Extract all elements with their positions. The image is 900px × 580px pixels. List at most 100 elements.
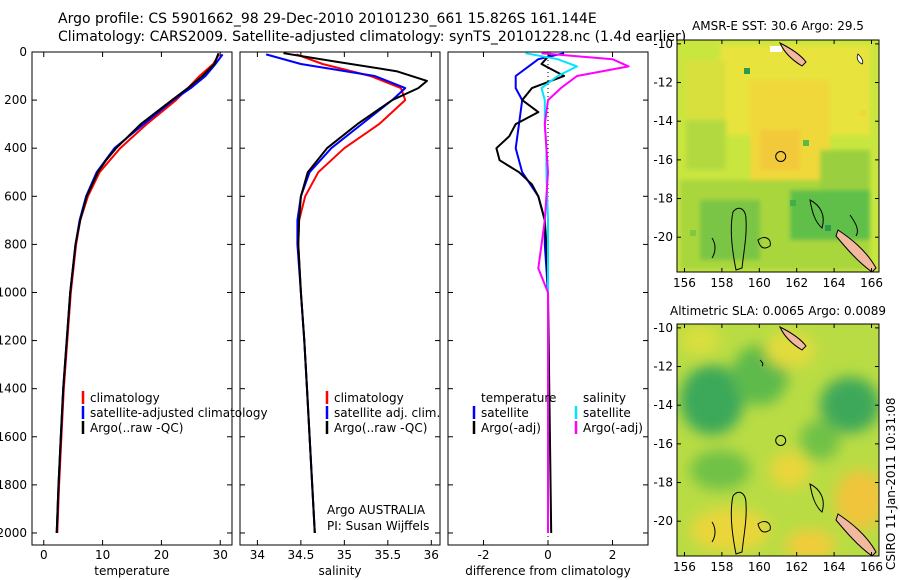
y-tick-label: -14	[653, 114, 673, 128]
salinity-legend: climatology satellite adj. clim. Argo(..…	[325, 391, 440, 533]
sst-map-frame	[676, 39, 880, 273]
y-tick-label: -16	[653, 153, 673, 167]
legend-temperature-heading: temperature	[481, 391, 556, 405]
sla-float-position-marker	[775, 435, 787, 446]
y-tick-label: -20	[653, 514, 673, 528]
legend-satellite-label: satellite-adjusted climatology	[90, 406, 268, 420]
series-line-temperature-argo-adj-	[495, 52, 566, 534]
x-tick-label: 162	[785, 276, 808, 290]
solomon-island	[778, 41, 807, 67]
x-tick-label: 156	[673, 276, 696, 290]
x-tick-label: 34.5	[288, 548, 315, 562]
x-tick-label: 164	[823, 276, 846, 290]
y-tick-label: 200	[4, 93, 27, 107]
x-axis-label: temperature	[94, 564, 169, 578]
y-tick-label: -12	[653, 76, 673, 90]
y-tick-label: -10	[653, 321, 673, 335]
x-tick-label: 35	[337, 548, 352, 562]
x-tick-label: 166	[860, 560, 883, 574]
x-tick-label: 30	[213, 548, 228, 562]
y-tick-label: -14	[653, 398, 673, 412]
sla-coastlines	[711, 359, 824, 555]
series-line-temperature-satellite	[514, 52, 565, 533]
timestamp-stamp: CSIRO 11-Jan-2011 10:31:08	[884, 398, 898, 570]
sst-float-position-marker	[775, 151, 787, 162]
legend-satellite-label: satellite adj. clim.	[334, 406, 440, 420]
x-tick-label: 162	[785, 560, 808, 574]
sst-map: AMSR-E SST: 30.6 Argo: 29.5	[653, 19, 883, 290]
temperature-legend: climatology satellite-adjusted climatolo…	[81, 391, 268, 435]
y-tick-label: -18	[653, 192, 673, 206]
solomon-island	[778, 325, 807, 351]
x-tick-label: -2	[477, 548, 489, 562]
legend-argo-label: Argo(..raw -QC)	[334, 421, 427, 435]
series-line-climatology	[296, 53, 407, 534]
figure-title-line-2: Climatology: CARS2009. Satellite-adjuste…	[58, 29, 686, 45]
plot-frame	[239, 51, 441, 546]
x-tick-label: 164	[823, 560, 846, 574]
y-tick-label: 600	[4, 189, 27, 203]
sla-map-frame	[676, 323, 880, 557]
x-tick-label: 158	[710, 560, 733, 574]
x-tick-label: 2	[609, 548, 617, 562]
credit-line-2: PI: Susan Wijffels	[327, 519, 429, 533]
sst-map-title: AMSR-E SST: 30.6 Argo: 29.5	[692, 19, 864, 33]
new-caledonia-island	[835, 513, 877, 556]
small-island	[856, 53, 864, 65]
sla-axes: 156 158 160 162 164 166 -10 -12 -14 -16 -18 -20	[653, 321, 883, 574]
x-tick-label: 20	[154, 548, 169, 562]
sst-pixel-speckle	[690, 46, 866, 236]
legend-climatology-label: climatology	[90, 391, 160, 405]
x-tick-label: 0	[40, 548, 48, 562]
sst-field	[680, 45, 870, 270]
y-tick-label: -10	[653, 37, 673, 51]
credit-line-1: Argo AUSTRALIA	[327, 503, 426, 517]
series-line-satellite-adj-clim-	[265, 53, 407, 534]
series-line-salinity-argo-adj-	[537, 52, 630, 533]
y-tick-label: 1400	[0, 382, 27, 396]
legend-temp-satellite-label: satellite	[481, 406, 529, 420]
y-tick-label: 800	[4, 237, 27, 251]
sst-axes: 156 158 160 162 164 166 -10 -12 -14 -16 -18 -20	[653, 37, 883, 290]
salinity-panel: 34 34.5 35 35.5 36 salinity	[239, 51, 441, 578]
y-tick-label: 1200	[0, 334, 27, 348]
y-tick-label: 1000	[0, 285, 27, 299]
y-tick-label: 2000	[0, 526, 27, 540]
x-tick-label: 0	[544, 548, 552, 562]
y-tick-label: -16	[653, 437, 673, 451]
legend-climatology-label: climatology	[334, 391, 404, 405]
legend-sal-satellite-label: satellite	[583, 406, 631, 420]
legend-sal-argo-label: Argo(-adj)	[583, 421, 643, 435]
x-axis-label: salinity	[318, 564, 361, 578]
new-caledonia-island	[835, 229, 877, 272]
y-tick-label: -18	[653, 476, 673, 490]
x-tick-label: 34	[250, 548, 265, 562]
y-tick-label: -20	[653, 230, 673, 244]
x-tick-label: 10	[95, 548, 110, 562]
sla-map: Altimetric SLA: 0.0065 Argo: 0.0089	[653, 304, 886, 574]
series-line-argo-raw-qc-	[55, 52, 220, 534]
y-tick-label: 1600	[0, 430, 27, 444]
y-tick-label: 400	[4, 141, 27, 155]
x-tick-label: 158	[710, 276, 733, 290]
x-tick-label: 166	[860, 276, 883, 290]
x-axis-label: difference from climatology	[465, 564, 631, 578]
figure-title-line-1: Argo profile: CS 5901662_98 29-Dec-2010 …	[58, 11, 597, 27]
legend-salinity-heading: salinity	[583, 391, 626, 405]
legend-temp-argo-label: Argo(-adj)	[481, 421, 541, 435]
x-tick-label: 160	[748, 560, 771, 574]
legend-argo-label: Argo(..raw -QC)	[90, 421, 183, 435]
plot-frame	[31, 51, 233, 546]
y-tick-label: -12	[653, 360, 673, 374]
x-tick-label: 156	[673, 560, 696, 574]
y-tick-label: 1800	[0, 478, 27, 492]
series-line-argo-raw-qc-	[283, 52, 428, 534]
x-tick-label: 36	[424, 548, 439, 562]
x-tick-label: 160	[748, 276, 771, 290]
sla-field	[680, 325, 879, 556]
y-tick-label: 0	[19, 45, 27, 59]
sst-coastlines	[711, 199, 858, 271]
sla-map-title: Altimetric SLA: 0.0065 Argo: 0.0089	[670, 304, 886, 318]
x-tick-label: 35.5	[374, 548, 401, 562]
